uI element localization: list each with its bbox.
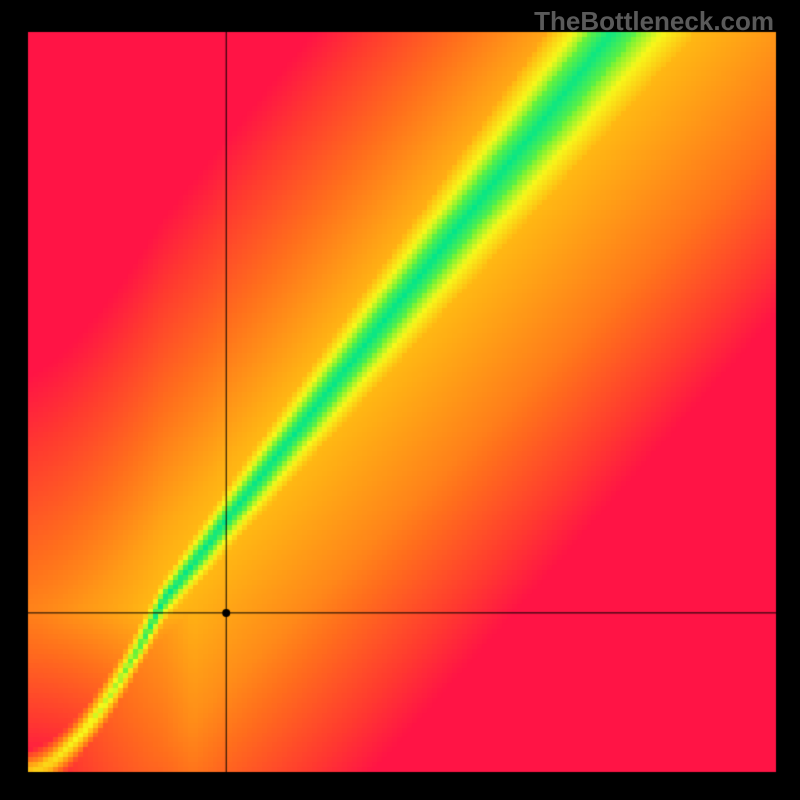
bottleneck-heatmap — [0, 0, 800, 800]
watermark-text: TheBottleneck.com — [534, 6, 774, 37]
